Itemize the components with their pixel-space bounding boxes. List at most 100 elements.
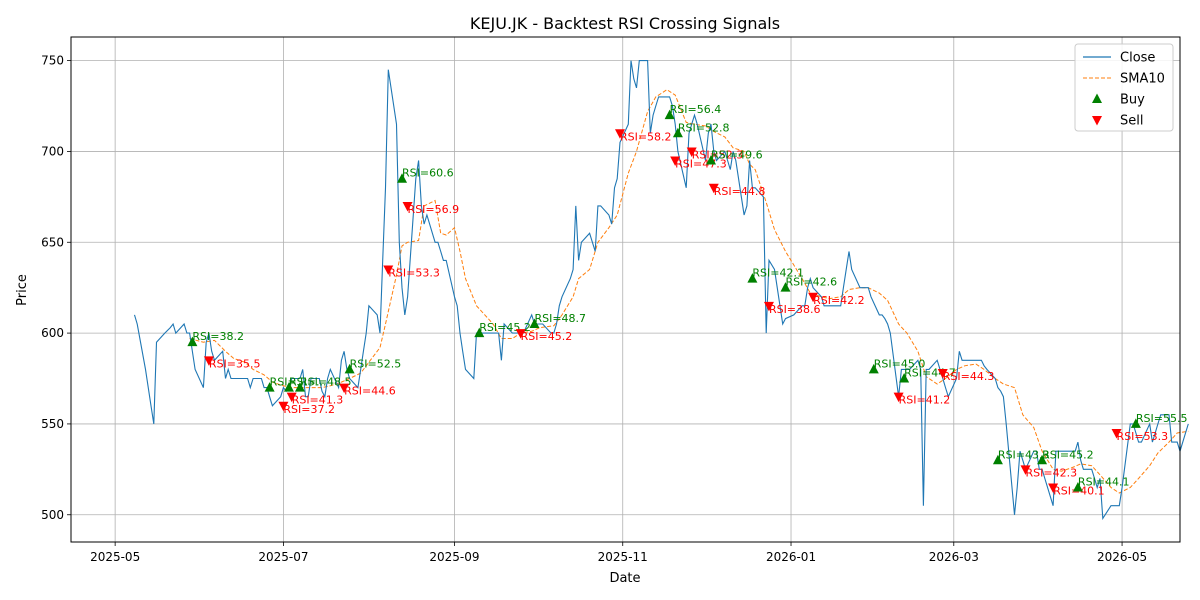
legend-label-close: Close [1120, 51, 1155, 66]
sell-marker [203, 356, 214, 366]
buy-marker [899, 373, 910, 383]
x-axis-label: Date [609, 571, 640, 586]
sell-label: RSI=41.2 [899, 394, 951, 407]
sell-marker [670, 156, 681, 167]
buy-marker [780, 282, 791, 292]
x-axis: 2025-05 2025-07 2025-09 2025-11 2026-01 2026-… [90, 542, 1147, 564]
x-tick-label: 2025-07 [258, 550, 308, 564]
legend: Close SMA10 Buy Sell [1074, 43, 1174, 132]
sell-marker [402, 201, 413, 212]
buy-marker [706, 155, 717, 165]
buy-label: RSI=56.4 [670, 103, 722, 116]
legend-swatch-buy [1092, 93, 1102, 103]
sell-label: RSI=52.3 [692, 148, 744, 161]
sell-marker [614, 129, 625, 139]
sell-marker [808, 292, 819, 303]
close-layer [133, 60, 1189, 521]
sell-marker [893, 392, 904, 403]
sell-label: RSI=45.2 [521, 330, 573, 343]
sell-marker [515, 329, 526, 339]
buy-label: RSI=52.8 [678, 121, 730, 134]
sell-marker [383, 265, 394, 276]
buy-marker [664, 109, 675, 120]
sell-marker [1048, 483, 1059, 494]
buy-marker [1037, 454, 1048, 465]
buy-label: RSI=42.6 [786, 276, 838, 289]
buy-marker [474, 327, 485, 338]
buy-label: RSI=48.5 [300, 376, 352, 389]
sell-marker [339, 383, 350, 394]
sell-marker [937, 369, 948, 379]
y-tick-label: 500 [41, 508, 64, 522]
x-tick-label: 2025-11 [598, 550, 648, 564]
buy-marker [1130, 418, 1141, 428]
sell-marker [1111, 429, 1122, 439]
sell-label: RSI=38.6 [769, 303, 821, 316]
legend-swatch-sell [1092, 116, 1102, 126]
sma-layer [189, 89, 1189, 494]
y-tick-label: 750 [41, 54, 64, 68]
buy-label: RSI=45.2 [1042, 448, 1094, 461]
sell-label: RSI=42.3 [1026, 466, 1078, 479]
plot-frame [70, 36, 1181, 543]
x-tick-label: 2026-01 [766, 550, 816, 564]
x-tick-label: 2025-05 [90, 550, 140, 564]
chart-title: KEJU.JK - Backtest RSI Crossing Signals [470, 14, 780, 33]
buy-label: RSI=49.6 [711, 149, 763, 162]
sell-marker [286, 392, 297, 403]
buy-label: RSI=38.2 [192, 330, 244, 343]
buy-marker [397, 173, 408, 183]
plot-area [71, 37, 1180, 542]
legend-label-sell: Sell [1120, 114, 1143, 129]
buy-label: RSI=42.1 [752, 267, 804, 280]
buy-label: RSI=43.3 [998, 448, 1050, 461]
sell-marker [1020, 465, 1031, 475]
buy-label: RSI=55.5 [1136, 412, 1188, 425]
sma10-line [189, 89, 1189, 494]
buy-marker [868, 363, 879, 374]
sell-label: RSI=35.5 [209, 357, 261, 370]
sell-label: RSI=42.2 [813, 294, 865, 307]
sell-marker [278, 401, 289, 412]
y-axis-label: Price [15, 274, 30, 306]
sell-label: RSI=58.2 [620, 130, 672, 143]
buy-label: RSI=44.1 [1078, 476, 1130, 489]
buy-marker [672, 127, 683, 138]
y-tick-label: 650 [41, 235, 64, 249]
sell-label: RSI=44.8 [714, 185, 766, 198]
buy-marker [294, 382, 305, 392]
sell-label: RSI=37.2 [283, 403, 335, 416]
buy-label: RSI=45.0 [874, 357, 926, 370]
buy-marker [344, 363, 355, 374]
buy-label: RSI=60.6 [402, 167, 454, 180]
sell-label: RSI=56.9 [408, 203, 460, 216]
x-tick-label: 2026-03 [929, 550, 979, 564]
sell-marker [763, 301, 774, 312]
y-tick-label: 600 [41, 326, 64, 340]
buy-label: RSI=48.7 [534, 312, 586, 325]
buy-marker [283, 382, 294, 392]
buy-label: RSI=52.5 [350, 357, 402, 370]
buy-marker [529, 318, 540, 329]
sell-label: RSI=44.3 [943, 370, 995, 383]
buy-marker [264, 382, 275, 392]
close-line [133, 60, 1189, 521]
buy-marker [1072, 482, 1083, 492]
sell-label: RSI=44.6 [344, 385, 396, 398]
y-tick-label: 700 [41, 144, 64, 158]
legend-label-buy: Buy [1120, 93, 1145, 108]
buy-label: RSI=... [270, 376, 308, 389]
x-tick-label: 2025-09 [429, 550, 479, 564]
sell-marker [708, 183, 719, 194]
sell-label: RSI=41.3 [292, 394, 344, 407]
buy-marker [187, 336, 198, 347]
y-axis: 500 550 600 650 700 750 [41, 54, 71, 522]
buy-marker [747, 273, 758, 283]
signals-layer: RSI=38.2RSI=35.5RSI=...RSI=37.2RSI=...RS… [187, 103, 1188, 498]
legend-box [1074, 43, 1174, 132]
sell-label: RSI=53.3 [388, 267, 440, 280]
sell-marker [686, 147, 697, 157]
legend-label-sma: SMA10 [1120, 72, 1165, 87]
buy-marker [992, 454, 1003, 465]
y-tick-label: 550 [41, 417, 64, 431]
